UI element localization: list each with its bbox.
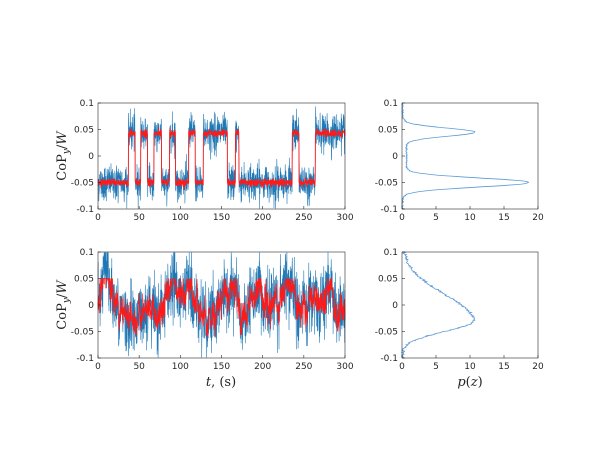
top-time-series-xtick-label: 200 xyxy=(254,213,271,223)
top-pdf-plot xyxy=(401,102,529,210)
top-pdf-ytick-label: 0.1 xyxy=(384,99,398,109)
bottom-pdf-xtick-label: 10 xyxy=(464,362,476,372)
top-pdf-frame xyxy=(401,102,539,210)
xlabel-time: t, (s) xyxy=(206,375,236,390)
bottom-pdf-frame xyxy=(401,251,539,359)
top-pdf-ytick-label: -0.1 xyxy=(380,205,398,215)
top-time-series-ytick-label: 0 xyxy=(88,152,94,162)
top-pdf-xtick-label: 5 xyxy=(433,213,439,223)
bottom-time-series-xtick-label: 100 xyxy=(172,362,189,372)
bottom-pdf-ytick-label: 0.05 xyxy=(378,275,398,285)
top-time-series-ytick-label: -0.05 xyxy=(71,179,94,189)
bottom-pdf-xtick-label: 5 xyxy=(433,362,439,372)
top-time-series-xtick-label: 0 xyxy=(95,213,101,223)
top-pdf-ytick-label: 0.05 xyxy=(378,126,398,136)
bottom-time-series-ytick-label: 0.05 xyxy=(74,275,94,285)
bottom-pdf-xtick-label: 15 xyxy=(498,362,509,372)
top-pdf-ytick-label: -0.05 xyxy=(375,179,398,189)
top-time-series-xtick-label: 100 xyxy=(172,213,189,223)
top-time-series-xtick-label: 300 xyxy=(336,213,353,223)
bottom-pdf-ticks: 0 5 10 15 20 -0.1 -0.05 0 0.05 0.1 xyxy=(375,248,544,372)
bottom-filtered-signal-line xyxy=(97,277,346,337)
top-time-series-xtick-label: 150 xyxy=(213,213,230,223)
ylabel-bottom-text: CoPy/W xyxy=(55,279,72,330)
top-pdf-xtick-label: 10 xyxy=(464,213,476,223)
bottom-time-series-xtick-label: 0 xyxy=(95,362,101,372)
top-time-series-ytick-label: 0.1 xyxy=(80,99,94,109)
bottom-raw-signal-line xyxy=(97,252,346,358)
ylabel-top-text: CoPy/W xyxy=(55,130,72,181)
bottom-pdf-plot xyxy=(400,251,476,359)
top-pdf-xtick-label: 15 xyxy=(498,213,509,223)
top-pdf-curve xyxy=(401,102,529,210)
top-pdf-xtick-label: 20 xyxy=(532,213,544,223)
bottom-time-series-xtick-label: 200 xyxy=(254,362,271,372)
bottom-time-series-panel: 0 50 100 150 200 250 300 -0.1 -0.05 0 0.05 0.1 xyxy=(71,248,354,372)
top-time-series-panel: 0 50 100 150 200 250 300 -0.1 -0.05 0 0.05 0.1 xyxy=(71,99,354,223)
top-pdf-xtick-label: 0 xyxy=(399,213,405,223)
bottom-time-series-xtick-label: 250 xyxy=(295,362,312,372)
top-filtered-signal-line xyxy=(97,127,346,191)
bottom-time-series-ytick-label: -0.1 xyxy=(76,354,94,364)
ylabel-top: CoPy/W xyxy=(55,130,72,181)
bottom-time-series-ytick-label: 0.1 xyxy=(80,248,94,258)
top-pdf-panel: 0 5 10 15 20 -0.1 -0.05 0 0.05 0.1 xyxy=(375,99,544,223)
bottom-time-series-ytick-label: 0 xyxy=(88,301,94,311)
top-time-series-ytick-label: 0.05 xyxy=(74,126,94,136)
bottom-pdf-ytick-label: -0.1 xyxy=(380,354,398,364)
bottom-pdf-ytick-label: 0 xyxy=(392,301,398,311)
bottom-pdf-curve xyxy=(400,251,476,359)
top-time-series-ticks: 0 50 100 150 200 250 300 -0.1 -0.05 0 0.05 0.1 xyxy=(71,99,354,223)
bottom-time-series-xtick-label: 150 xyxy=(213,362,230,372)
top-time-series-plot xyxy=(97,106,346,209)
bottom-time-series-xtick-label: 300 xyxy=(336,362,353,372)
top-pdf-ytick-label: 0 xyxy=(392,152,398,162)
top-pdf-ticks: 0 5 10 15 20 -0.1 -0.05 0 0.05 0.1 xyxy=(375,99,544,223)
bottom-time-series-ytick-label: -0.05 xyxy=(71,328,94,338)
bottom-time-series-ticks: 0 50 100 150 200 250 300 -0.1 -0.05 0 0.05 0.1 xyxy=(71,248,354,372)
xlabel-pdf: p(z) xyxy=(457,375,482,390)
bottom-pdf-ytick-label: 0.1 xyxy=(384,248,398,258)
bottom-time-series-plot xyxy=(97,252,346,358)
bottom-pdf-xtick-label: 0 xyxy=(399,362,405,372)
bottom-pdf-ytick-label: -0.05 xyxy=(375,328,398,338)
bottom-pdf-panel: 0 5 10 15 20 -0.1 -0.05 0 0.05 0.1 xyxy=(375,248,544,372)
bottom-pdf-xtick-label: 20 xyxy=(532,362,544,372)
ylabel-bottom: CoPy/W xyxy=(55,279,72,330)
top-time-series-ytick-label: -0.1 xyxy=(76,205,94,215)
bottom-time-series-xtick-label: 50 xyxy=(133,362,145,372)
top-time-series-xtick-label: 50 xyxy=(133,213,145,223)
top-time-series-xtick-label: 250 xyxy=(295,213,312,223)
